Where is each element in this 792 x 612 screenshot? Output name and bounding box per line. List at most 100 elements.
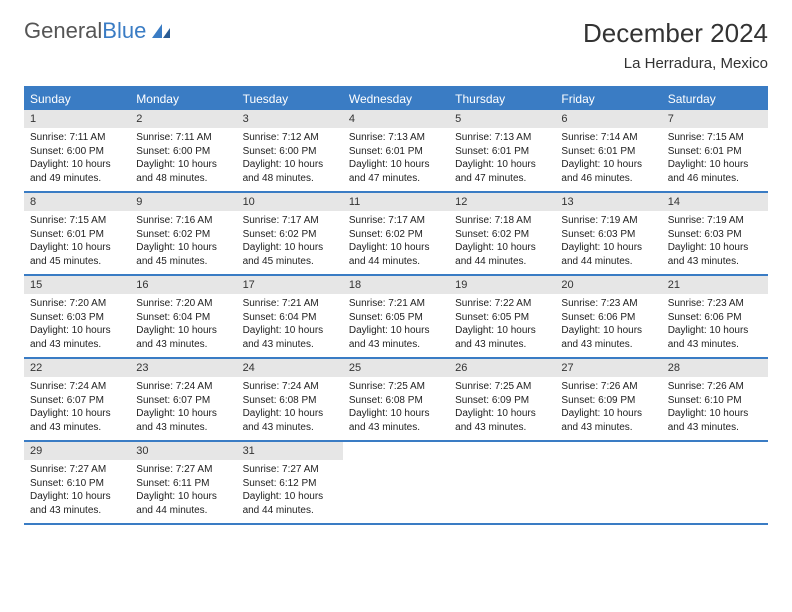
day-line: Sunrise: 7:25 AM	[349, 380, 443, 394]
day-line: Sunrise: 7:17 AM	[349, 214, 443, 228]
day-body: Sunrise: 7:12 AMSunset: 6:00 PMDaylight:…	[237, 128, 343, 191]
day-cell: 9Sunrise: 7:16 AMSunset: 6:02 PMDaylight…	[130, 193, 236, 274]
day-body: Sunrise: 7:14 AMSunset: 6:01 PMDaylight:…	[555, 128, 661, 191]
day-number: 12	[449, 193, 555, 211]
day-line: Sunset: 6:06 PM	[668, 311, 762, 325]
day-line: Sunrise: 7:21 AM	[349, 297, 443, 311]
day-cell: 27Sunrise: 7:26 AMSunset: 6:09 PMDayligh…	[555, 359, 661, 440]
day-number: 6	[555, 110, 661, 128]
day-line: Sunset: 6:02 PM	[349, 228, 443, 242]
day-cell: 28Sunrise: 7:26 AMSunset: 6:10 PMDayligh…	[662, 359, 768, 440]
day-line: Sunset: 6:02 PM	[136, 228, 230, 242]
day-line: Sunset: 6:03 PM	[561, 228, 655, 242]
day-body: Sunrise: 7:15 AMSunset: 6:01 PMDaylight:…	[24, 211, 130, 274]
day-line: Sunrise: 7:16 AM	[136, 214, 230, 228]
empty-cell	[555, 442, 661, 523]
day-line: Sunrise: 7:13 AM	[455, 131, 549, 145]
day-body: Sunrise: 7:23 AMSunset: 6:06 PMDaylight:…	[662, 294, 768, 357]
day-line: Sunrise: 7:20 AM	[136, 297, 230, 311]
day-line: and 43 minutes.	[668, 421, 762, 435]
day-body: Sunrise: 7:20 AMSunset: 6:03 PMDaylight:…	[24, 294, 130, 357]
day-number: 29	[24, 442, 130, 460]
day-line: Sunset: 6:09 PM	[455, 394, 549, 408]
day-line: Sunrise: 7:27 AM	[30, 463, 124, 477]
day-number: 20	[555, 276, 661, 294]
day-line: Sunset: 6:07 PM	[30, 394, 124, 408]
day-line: Sunset: 6:05 PM	[455, 311, 549, 325]
day-cell: 26Sunrise: 7:25 AMSunset: 6:09 PMDayligh…	[449, 359, 555, 440]
day-line: Sunset: 6:08 PM	[243, 394, 337, 408]
day-cell: 20Sunrise: 7:23 AMSunset: 6:06 PMDayligh…	[555, 276, 661, 357]
day-number: 10	[237, 193, 343, 211]
day-line: Daylight: 10 hours	[30, 241, 124, 255]
day-cell: 5Sunrise: 7:13 AMSunset: 6:01 PMDaylight…	[449, 110, 555, 191]
dow-cell: Monday	[130, 88, 236, 110]
day-number: 15	[24, 276, 130, 294]
day-line: Daylight: 10 hours	[136, 158, 230, 172]
dow-cell: Tuesday	[237, 88, 343, 110]
day-cell: 29Sunrise: 7:27 AMSunset: 6:10 PMDayligh…	[24, 442, 130, 523]
logo-text-1: General	[24, 18, 102, 44]
day-line: Sunset: 6:01 PM	[349, 145, 443, 159]
day-number: 14	[662, 193, 768, 211]
logo-sail-icon	[150, 22, 174, 40]
day-cell: 8Sunrise: 7:15 AMSunset: 6:01 PMDaylight…	[24, 193, 130, 274]
week-row: 8Sunrise: 7:15 AMSunset: 6:01 PMDaylight…	[24, 193, 768, 276]
day-cell: 4Sunrise: 7:13 AMSunset: 6:01 PMDaylight…	[343, 110, 449, 191]
day-line: Daylight: 10 hours	[668, 324, 762, 338]
day-line: and 43 minutes.	[455, 338, 549, 352]
day-line: Sunset: 6:04 PM	[136, 311, 230, 325]
day-line: Daylight: 10 hours	[136, 241, 230, 255]
day-body: Sunrise: 7:21 AMSunset: 6:05 PMDaylight:…	[343, 294, 449, 357]
day-line: and 44 minutes.	[243, 504, 337, 518]
empty-cell	[449, 442, 555, 523]
day-line: Sunrise: 7:15 AM	[668, 131, 762, 145]
day-number: 27	[555, 359, 661, 377]
day-line: and 45 minutes.	[243, 255, 337, 269]
day-line: and 45 minutes.	[136, 255, 230, 269]
dow-row: SundayMondayTuesdayWednesdayThursdayFrid…	[24, 88, 768, 110]
day-line: and 43 minutes.	[136, 338, 230, 352]
day-body: Sunrise: 7:27 AMSunset: 6:12 PMDaylight:…	[237, 460, 343, 523]
day-cell: 24Sunrise: 7:24 AMSunset: 6:08 PMDayligh…	[237, 359, 343, 440]
day-line: Sunset: 6:04 PM	[243, 311, 337, 325]
day-line: Sunrise: 7:11 AM	[30, 131, 124, 145]
day-line: and 43 minutes.	[349, 338, 443, 352]
day-body: Sunrise: 7:15 AMSunset: 6:01 PMDaylight:…	[662, 128, 768, 191]
day-line: Sunset: 6:03 PM	[668, 228, 762, 242]
day-line: and 43 minutes.	[561, 338, 655, 352]
day-cell: 31Sunrise: 7:27 AMSunset: 6:12 PMDayligh…	[237, 442, 343, 523]
day-body: Sunrise: 7:19 AMSunset: 6:03 PMDaylight:…	[555, 211, 661, 274]
day-body: Sunrise: 7:13 AMSunset: 6:01 PMDaylight:…	[343, 128, 449, 191]
day-line: Sunrise: 7:24 AM	[136, 380, 230, 394]
day-body: Sunrise: 7:19 AMSunset: 6:03 PMDaylight:…	[662, 211, 768, 274]
day-line: Sunrise: 7:24 AM	[30, 380, 124, 394]
day-line: and 43 minutes.	[30, 421, 124, 435]
day-body: Sunrise: 7:18 AMSunset: 6:02 PMDaylight:…	[449, 211, 555, 274]
day-number: 4	[343, 110, 449, 128]
day-body: Sunrise: 7:24 AMSunset: 6:07 PMDaylight:…	[130, 377, 236, 440]
day-number: 5	[449, 110, 555, 128]
day-number: 28	[662, 359, 768, 377]
day-line: Sunrise: 7:15 AM	[30, 214, 124, 228]
day-line: Daylight: 10 hours	[561, 324, 655, 338]
day-line: and 43 minutes.	[455, 421, 549, 435]
day-line: Daylight: 10 hours	[136, 407, 230, 421]
day-line: and 43 minutes.	[30, 338, 124, 352]
day-number: 11	[343, 193, 449, 211]
day-cell: 12Sunrise: 7:18 AMSunset: 6:02 PMDayligh…	[449, 193, 555, 274]
day-number: 22	[24, 359, 130, 377]
day-line: Sunrise: 7:13 AM	[349, 131, 443, 145]
day-cell: 19Sunrise: 7:22 AMSunset: 6:05 PMDayligh…	[449, 276, 555, 357]
day-body: Sunrise: 7:21 AMSunset: 6:04 PMDaylight:…	[237, 294, 343, 357]
day-line: Sunrise: 7:23 AM	[668, 297, 762, 311]
week-row: 15Sunrise: 7:20 AMSunset: 6:03 PMDayligh…	[24, 276, 768, 359]
logo: GeneralBlue	[24, 18, 174, 44]
day-line: Daylight: 10 hours	[455, 324, 549, 338]
day-line: Daylight: 10 hours	[349, 407, 443, 421]
day-line: Sunrise: 7:12 AM	[243, 131, 337, 145]
dow-cell: Saturday	[662, 88, 768, 110]
day-number: 16	[130, 276, 236, 294]
day-line: Daylight: 10 hours	[243, 241, 337, 255]
day-line: Sunset: 6:10 PM	[30, 477, 124, 491]
